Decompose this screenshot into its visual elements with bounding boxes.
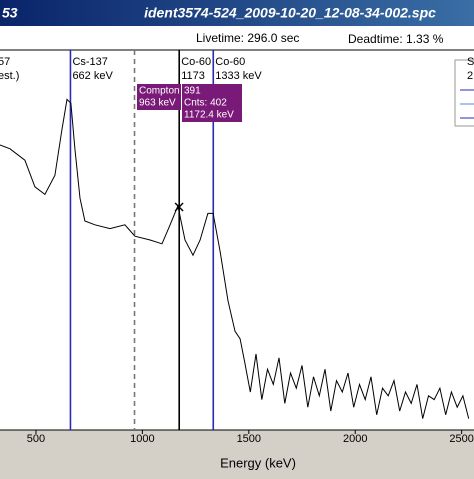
cut-label: est.) — [0, 70, 19, 82]
cut-label: 57 — [0, 56, 10, 68]
x-tick-label: 500 — [27, 433, 45, 445]
title-bar — [0, 0, 474, 26]
cut-label: 2 — [467, 70, 473, 82]
deadtime: Deadtime: 1.33 % — [348, 32, 444, 46]
cursor-box-text: 1172.4 keV — [184, 110, 234, 121]
livetime: Livetime: 296.0 sec — [196, 31, 299, 45]
spectrum-line — [0, 98, 470, 419]
cursor-mark — [174, 202, 184, 212]
x-axis-label: Energy (keV) — [220, 455, 296, 470]
x-tick-label: 1500 — [237, 433, 261, 445]
marker-label: 1173 — [181, 70, 205, 82]
marker-label: Cs-137 — [72, 56, 107, 68]
marker-label: 1333 keV — [215, 70, 262, 82]
cursor-box-text: 963 keV — [139, 98, 176, 109]
marker-label: Co-60 — [181, 56, 211, 68]
x-tick-label: 1000 — [130, 433, 154, 445]
cursor-box-text: Compton Edge: — [139, 86, 209, 97]
cursor-box-text: Cnts: 402 — [184, 98, 227, 109]
marker-label: Co-60 — [215, 56, 245, 68]
legend-box — [454, 59, 474, 127]
cursor-box — [182, 84, 242, 122]
chart-title: ident3574-524_2009-10-20_12-08-34-002.sp… — [144, 5, 436, 21]
x-tick-label: 2000 — [343, 433, 367, 445]
cut-label: S — [467, 56, 474, 68]
x-tick-label: 2500 — [449, 433, 473, 445]
cursor-box-text: 391 — [184, 86, 201, 97]
status-bar — [0, 26, 474, 50]
cursor-box — [137, 84, 181, 110]
window-fragment: 53 — [2, 5, 18, 21]
marker-label: 662 keV — [72, 70, 113, 82]
